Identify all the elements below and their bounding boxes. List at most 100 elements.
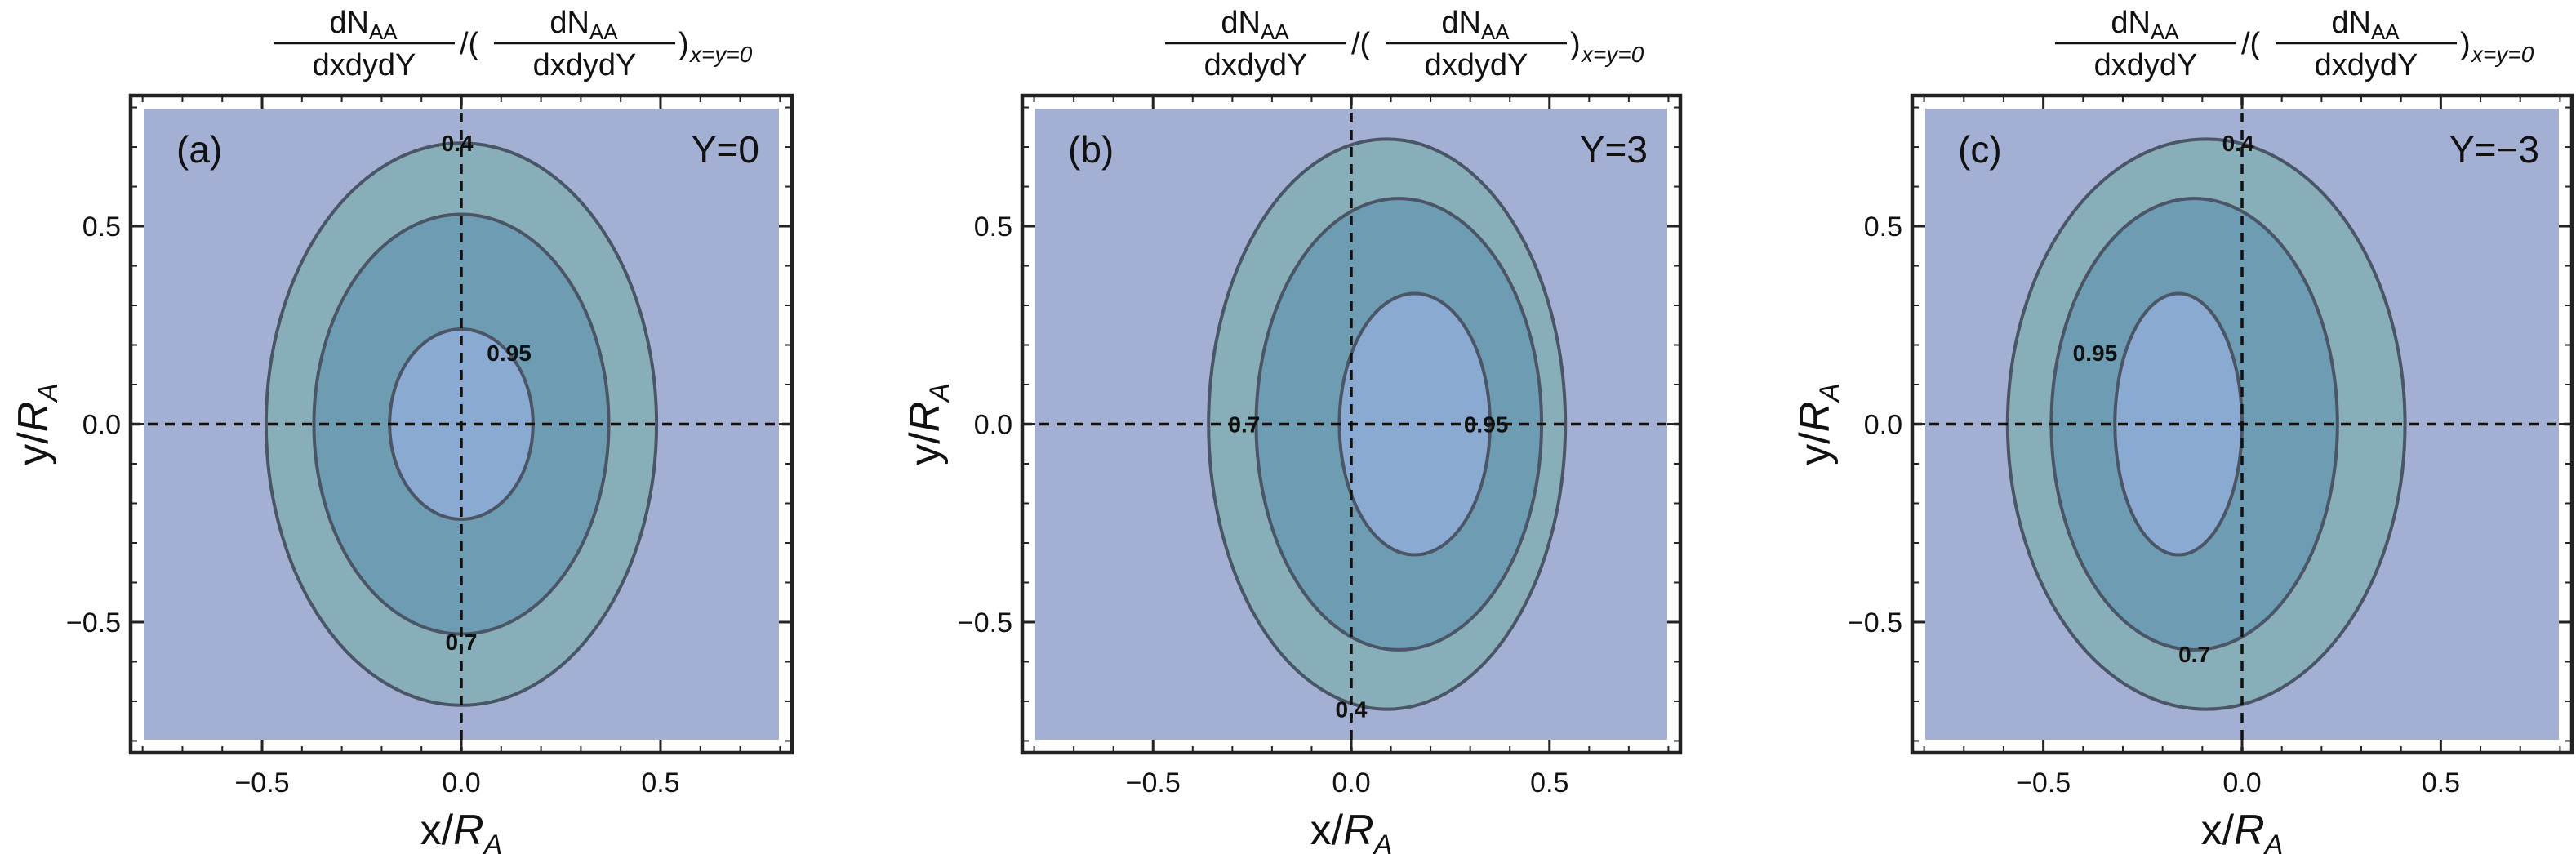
title-separator: /( (460, 27, 479, 61)
text-part: y/ (901, 432, 949, 465)
text-part: A (1373, 830, 1393, 854)
text-part: dN (2331, 6, 2371, 40)
contour-label: 0.7 (446, 629, 478, 655)
y-tick-label: 0.5 (1864, 211, 1902, 242)
title-denominator: dxdydY (533, 48, 637, 82)
x-tick-label: 0.0 (1332, 767, 1370, 798)
panel-a: 0.40.70.95−0.5 0.0 0.5−0.50.00.5(a) Y=0x/RA… (10, 6, 794, 854)
y-tick-label: 0.0 (974, 410, 1012, 441)
rapidity-label: Y=0 (692, 128, 759, 171)
y-tick-label: 0.0 (1864, 410, 1902, 441)
x-axis-title: x/RA (420, 807, 503, 854)
y-axis-title: y/RA (10, 383, 64, 465)
x-axis-title: x/RA (2201, 807, 2284, 854)
contour-label: 0.95 (2073, 340, 2118, 366)
y-axis-title-group: y/RA (10, 383, 64, 465)
title-subscript: x=y=0 (1580, 42, 1644, 67)
y-axis-title-group: y/RA (901, 383, 955, 465)
y-tick-label: 0.0 (82, 410, 121, 441)
title-numerator: dNAA (2331, 6, 2400, 44)
contour-label: 0.7 (1228, 412, 1260, 438)
title-closing: ) (678, 27, 689, 61)
text-part: dN (1441, 6, 1481, 40)
title-numerator: dNAA (2111, 6, 2179, 44)
text-part: A (33, 383, 64, 403)
title-numerator: dNAA (1441, 6, 1510, 44)
panel-label: (b) (1068, 128, 1114, 171)
text-part: AA (1481, 20, 1510, 44)
text-part: x/ (420, 807, 454, 854)
x-axis-title: x/RA (1310, 807, 1393, 854)
x-tick-label: −0.5 (2016, 767, 2071, 798)
rapidity-label: Y=3 (1580, 128, 1648, 171)
title-separator: /( (2241, 27, 2261, 61)
y-tick-label: 0.5 (974, 211, 1012, 242)
y-tick-label: −0.5 (958, 607, 1012, 638)
text-part: dN (1221, 6, 1261, 40)
title-numerator: dNAA (1221, 6, 1289, 44)
contour-label: 0.4 (1336, 697, 1368, 723)
title-subscript: x=y=0 (688, 42, 753, 67)
x-tick-label: 0.0 (2222, 767, 2261, 798)
text-part: y/ (10, 432, 57, 465)
text-part: A (1814, 383, 1845, 403)
text-part: R (901, 402, 949, 433)
x-tick-label: −0.5 (1126, 767, 1181, 798)
y-axis-title: y/RA (1791, 383, 1845, 465)
text-part: AA (2371, 20, 2400, 44)
x-tick-label: 0.0 (442, 767, 480, 798)
title-denominator: dxdydY (1204, 48, 1308, 82)
text-part: A (483, 830, 503, 854)
panel-c: 0.4 0.7 0.95 −0.5 0.0 0.5 −0.5 0.0 0.5 (c) Y=−3 x/R… (1791, 6, 2574, 854)
x-tick-label: −0.5 (234, 767, 289, 798)
y-axis-title: y/RA (901, 383, 955, 465)
title-numerator: dNAA (549, 6, 618, 44)
text-part: A (2263, 830, 2284, 854)
title-denominator: dxdydY (2094, 48, 2198, 82)
text-part: dN (549, 6, 589, 40)
contour-label: 0.95 (1464, 412, 1509, 438)
title-numerator: dNAA (329, 6, 398, 44)
text-part: A (924, 383, 955, 403)
y-axis-title-group: y/RA (1791, 383, 1845, 465)
text-part: dN (329, 6, 369, 40)
text-part: AA (369, 20, 398, 44)
panel-b: 0.40.7 0.95−0.5 0.0 0.5−0.50.00.5(b) Y=3x/RA… (901, 6, 1683, 854)
text-part: AA (1261, 20, 1289, 44)
rapidity-label: Y=−3 (2449, 128, 2539, 171)
y-tick-label: 0.5 (82, 211, 121, 242)
y-tick-label: −0.5 (1848, 607, 1902, 638)
text-part: dN (2111, 6, 2151, 40)
contour-label: 0.7 (2178, 642, 2210, 667)
contour-label: 0.95 (487, 340, 532, 366)
title-closing: ) (2460, 27, 2471, 61)
x-tick-label: 0.5 (1530, 767, 1568, 798)
title-denominator: dxdydY (1425, 48, 1528, 82)
text-part: x/ (2201, 807, 2235, 854)
text-part: AA (589, 20, 618, 44)
contour-label: 0.4 (442, 131, 474, 156)
text-part: R (2234, 807, 2265, 854)
title-closing: ) (1570, 27, 1581, 61)
x-tick-label: 0.5 (2422, 767, 2460, 798)
panel-label: (c) (1958, 128, 2002, 171)
title-separator: /( (1351, 27, 1371, 61)
y-tick-label: −0.5 (66, 607, 121, 638)
x-tick-label: 0.5 (641, 767, 679, 798)
panel-label: (a) (176, 128, 222, 171)
text-part: R (10, 402, 57, 433)
text-part: R (453, 807, 484, 854)
title-denominator: dxdydY (2315, 48, 2418, 82)
title-denominator: dxdydY (313, 48, 416, 82)
text-part: y/ (1791, 432, 1839, 465)
text-part: x/ (1310, 807, 1344, 854)
contour-label: 0.4 (2222, 131, 2254, 156)
title-subscript: x=y=0 (2470, 42, 2534, 67)
text-part: AA (2151, 20, 2179, 44)
text-part: R (1343, 807, 1374, 854)
text-part: R (1791, 402, 1839, 433)
